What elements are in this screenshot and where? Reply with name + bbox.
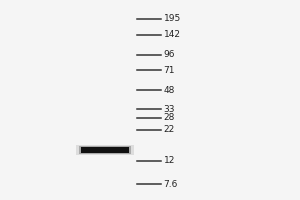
Text: 33: 33: [164, 105, 175, 114]
Bar: [76, 145, 134, 155]
Bar: [79, 146, 131, 154]
Text: 22: 22: [164, 125, 175, 134]
Bar: [81, 147, 129, 153]
Text: 7.6: 7.6: [164, 180, 178, 189]
Text: 142: 142: [164, 30, 181, 39]
Text: 195: 195: [164, 14, 181, 23]
Text: 48: 48: [164, 86, 175, 95]
Text: 28: 28: [164, 113, 175, 122]
Text: 71: 71: [164, 66, 175, 75]
Text: 96: 96: [164, 50, 175, 59]
Text: 12: 12: [164, 156, 175, 165]
